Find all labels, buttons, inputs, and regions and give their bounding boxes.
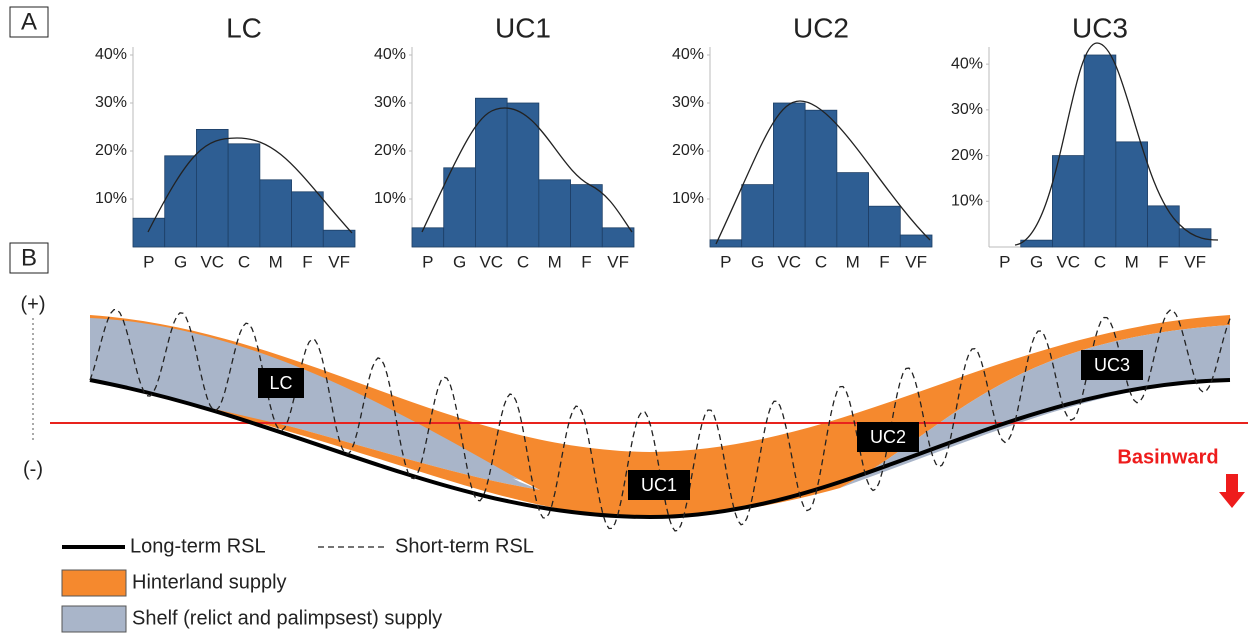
x-tick-label: VF (905, 252, 927, 271)
x-tick-label: VC (200, 252, 224, 271)
unit-label: LC (269, 373, 292, 393)
bar (1052, 156, 1084, 247)
bar (773, 103, 805, 247)
bar (539, 180, 571, 247)
x-tick-label: C (815, 252, 827, 271)
y-tick-label: 30% (374, 94, 406, 111)
y-tick-label: 40% (95, 46, 127, 63)
y-tick-label: 30% (95, 94, 127, 111)
bar (1116, 142, 1148, 247)
bar (323, 230, 355, 247)
bar (444, 168, 476, 247)
axis-top: (+) (21, 293, 46, 315)
x-tick-label: F (302, 252, 312, 271)
bar (837, 173, 869, 247)
unit-label: UC1 (641, 475, 677, 495)
shelf-area (90, 318, 520, 480)
figure: A B (+) (-) LC UC1 UC2 UC3 Basinward Lon… (0, 0, 1248, 637)
y-tick-label: 10% (672, 190, 704, 207)
legend-label: Short-term RSL (395, 535, 534, 557)
x-tick-label: C (517, 252, 529, 271)
chart-title: UC2 (793, 12, 849, 43)
panel-label: B (21, 244, 37, 271)
bar (805, 110, 837, 247)
panel-label: A (21, 8, 37, 35)
bar (1148, 206, 1180, 247)
unit-label: UC3 (1094, 355, 1130, 375)
bar (507, 103, 539, 247)
unit-label: UC2 (870, 427, 906, 447)
chart-title: LC (226, 12, 262, 43)
bar (133, 218, 165, 247)
bar (292, 192, 324, 247)
legend-label: Long-term RSL (130, 535, 266, 557)
bar (869, 206, 901, 247)
y-tick-label: 10% (374, 190, 406, 207)
bar (1179, 229, 1211, 247)
x-tick-label: G (453, 252, 466, 271)
x-tick-label: VC (1056, 252, 1080, 271)
legend-swatch (62, 570, 126, 596)
x-tick-label: F (1158, 252, 1168, 271)
x-tick-label: VF (607, 252, 629, 271)
x-tick-label: C (238, 252, 250, 271)
y-tick-label: 40% (672, 46, 704, 63)
chart-title: UC1 (495, 12, 551, 43)
bar (742, 185, 774, 247)
bar (196, 129, 228, 247)
x-tick-label: P (720, 252, 731, 271)
y-tick-label: 40% (951, 55, 983, 72)
y-tick-label: 30% (951, 101, 983, 118)
y-tick-label: 20% (951, 147, 983, 164)
bar (260, 180, 292, 247)
x-tick-label: P (422, 252, 433, 271)
bar (412, 228, 444, 247)
bar (571, 185, 603, 247)
x-tick-label: G (1030, 252, 1043, 271)
x-tick-label: F (581, 252, 591, 271)
y-tick-label: 10% (951, 193, 983, 210)
x-tick-label: C (1094, 252, 1106, 271)
bar (710, 240, 742, 247)
direction-label: Basinward (1117, 446, 1218, 468)
bar (228, 144, 260, 247)
x-tick-label: VF (1184, 252, 1206, 271)
direction-arrow (1219, 474, 1245, 508)
axis-bottom: (-) (23, 458, 43, 480)
x-tick-label: M (1125, 252, 1139, 271)
chart-title: UC3 (1072, 12, 1128, 43)
x-tick-label: P (143, 252, 154, 271)
diagram: (+) (-) LC UC1 UC2 UC3 Basinward (21, 293, 1248, 531)
x-tick-label: G (174, 252, 187, 271)
x-tick-label: M (548, 252, 562, 271)
bar (1021, 240, 1053, 247)
x-tick-label: M (269, 252, 283, 271)
x-tick-label: F (879, 252, 889, 271)
x-tick-label: P (999, 252, 1010, 271)
legend-label: Shelf (relict and palimpsest) supply (132, 607, 442, 629)
y-tick-label: 20% (672, 142, 704, 159)
bar (602, 228, 634, 247)
x-tick-label: VC (777, 252, 801, 271)
x-tick-label: M (846, 252, 860, 271)
bar (1084, 55, 1116, 247)
y-tick-label: 30% (672, 94, 704, 111)
legend-swatch (62, 606, 126, 632)
y-tick-label: 20% (374, 142, 406, 159)
y-tick-label: 20% (95, 142, 127, 159)
x-tick-label: G (751, 252, 764, 271)
y-tick-label: 40% (374, 46, 406, 63)
x-tick-label: VC (479, 252, 503, 271)
y-tick-label: 10% (95, 190, 127, 207)
x-tick-label: VF (328, 252, 350, 271)
legend-label: Hinterland supply (132, 571, 287, 593)
bar (165, 156, 197, 247)
